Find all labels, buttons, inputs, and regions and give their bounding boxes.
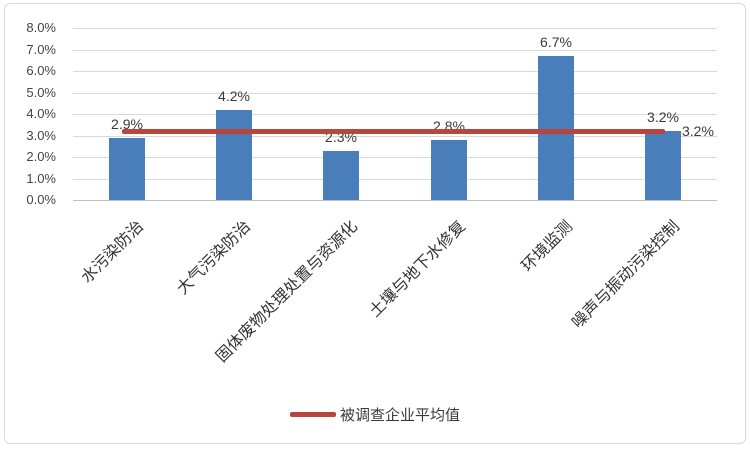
x-axis-label-土壤与地下水修复: 土壤与地下水修复: [366, 218, 470, 321]
y-axis-tick-label: 3.0%: [26, 128, 56, 143]
average-line-legend-swatch: [289, 412, 336, 417]
average-line-value-label: 3.2%: [682, 123, 714, 139]
legend: 被调查企业平均值: [0, 404, 750, 425]
x-axis-label-大气污染防治: 大气污染防治: [174, 218, 255, 298]
bar-土壤与地下水修复: [431, 140, 467, 200]
y-axis-tick-label: 6.0%: [26, 63, 56, 78]
gridline-2.0%: [73, 157, 717, 158]
x-axis-label-噪声与振动污染控制: 噪声与振动污染控制: [569, 218, 684, 332]
bar-固体废物处理处置与资源化: [323, 151, 359, 200]
y-axis-tick-label: 1.0%: [26, 171, 56, 186]
average-line: [122, 129, 665, 134]
average-line-legend-label: 被调查企业平均值: [339, 407, 460, 424]
y-axis-tick-label: 2.0%: [26, 149, 56, 164]
gridline-0.0%: [73, 200, 717, 201]
gridline-8.0%: [73, 28, 717, 29]
bar-环境监测: [538, 56, 574, 200]
bar-value-label: 6.7%: [540, 34, 572, 50]
y-axis-tick-label: 8.0%: [26, 20, 56, 35]
bar-大气污染防治: [216, 110, 252, 200]
bar-噪声与振动污染控制: [645, 131, 681, 200]
y-axis-tick-label: 7.0%: [26, 42, 56, 57]
gridline-1.0%: [73, 179, 717, 180]
bar-value-label: 4.2%: [218, 88, 250, 104]
gridline-5.0%: [73, 93, 717, 94]
y-axis-tick-label: 4.0%: [26, 106, 56, 121]
bar-水污染防治: [109, 138, 145, 200]
gridline-6.0%: [73, 71, 717, 72]
gridline-4.0%: [73, 114, 717, 115]
y-axis-tick-label: 5.0%: [26, 85, 56, 100]
bar-value-label: 2.9%: [111, 116, 143, 132]
x-axis-label-水污染防治: 水污染防治: [78, 218, 148, 287]
y-axis-tick-label: 0.0%: [26, 192, 56, 207]
gridline-3.0%: [73, 136, 717, 137]
gridline-7.0%: [73, 50, 717, 51]
x-axis-label-环境监测: 环境监测: [518, 218, 577, 276]
bar-value-label: 3.2%: [647, 109, 679, 125]
